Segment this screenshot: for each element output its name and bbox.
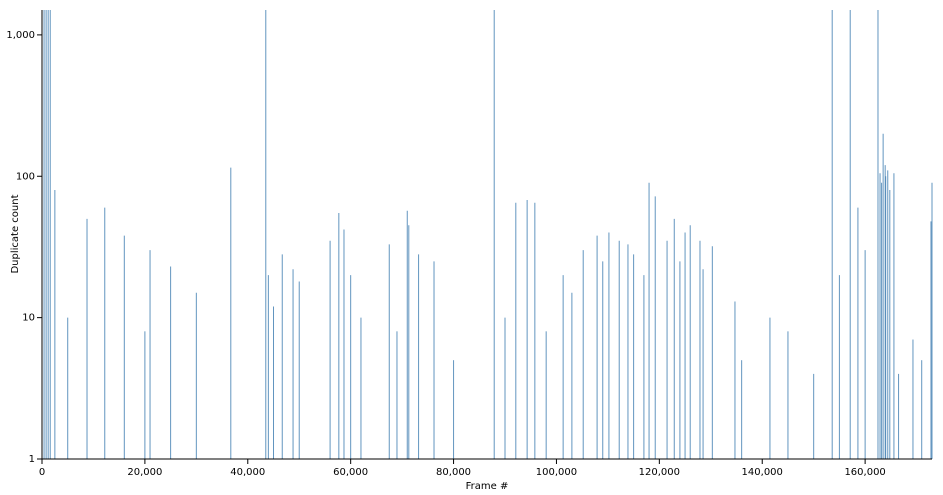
x-tick-label: 0 [39,467,45,478]
y-tick-label: 10 [22,313,35,324]
x-tick-label: 60,000 [333,467,368,478]
x-tick-label: 20,000 [127,467,162,478]
x-tick-label: 80,000 [436,467,471,478]
x-tick-label: 100,000 [536,467,577,478]
y-axis-label: Duplicate count [10,194,21,273]
x-axis-label: Frame # [466,481,509,492]
x-tick-label: 160,000 [844,467,885,478]
x-tick-label: 120,000 [639,467,680,478]
y-tick-label: 1 [29,454,35,465]
y-tick-label: 1,000 [6,30,35,41]
x-tick-label: 40,000 [230,467,265,478]
x-tick-label: 140,000 [742,467,783,478]
y-tick-label: 100 [16,171,35,182]
